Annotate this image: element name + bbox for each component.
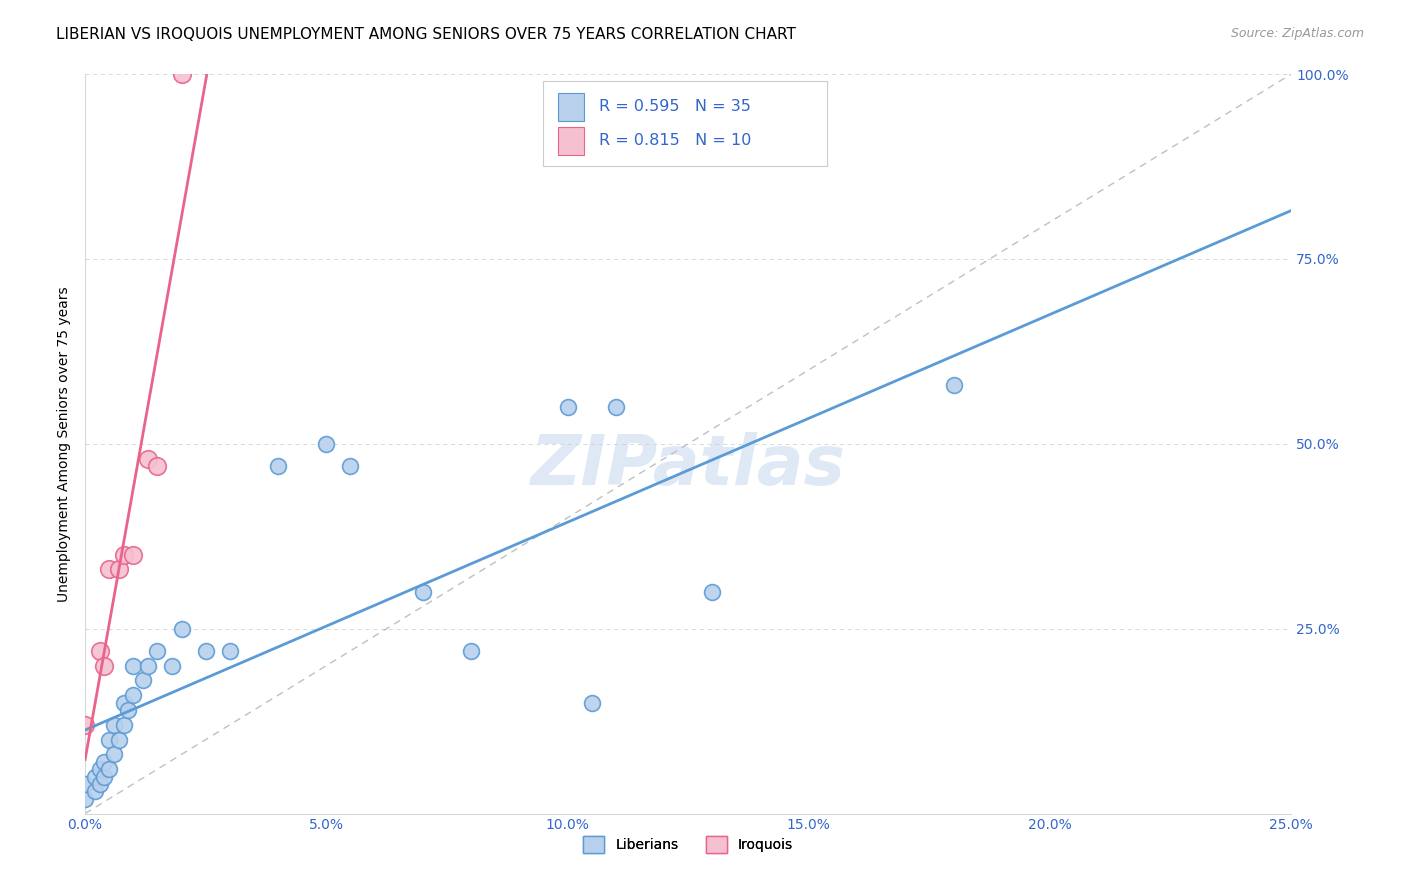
Point bbox=[132, 673, 155, 688]
Text: R = 0.815   N = 10: R = 0.815 N = 10 bbox=[599, 133, 751, 148]
Point bbox=[75, 718, 97, 732]
Point bbox=[160, 658, 183, 673]
Text: R = 0.595   N = 35: R = 0.595 N = 35 bbox=[599, 99, 751, 114]
Bar bbox=[558, 127, 585, 154]
Point bbox=[83, 784, 105, 798]
Point bbox=[122, 548, 145, 562]
Point bbox=[89, 644, 111, 658]
Point bbox=[98, 732, 121, 747]
Point bbox=[146, 458, 169, 473]
Point bbox=[315, 437, 337, 451]
Legend: Liberians, Iroquois: Liberians, Iroquois bbox=[578, 830, 799, 858]
Point bbox=[83, 770, 105, 784]
Point bbox=[93, 770, 115, 784]
Point bbox=[108, 732, 131, 747]
Point bbox=[339, 458, 361, 473]
Point bbox=[557, 400, 579, 414]
Point bbox=[103, 747, 125, 762]
Point bbox=[98, 562, 121, 576]
Point bbox=[103, 718, 125, 732]
Point bbox=[122, 688, 145, 702]
Point bbox=[267, 458, 290, 473]
Point bbox=[194, 644, 217, 658]
Point bbox=[93, 755, 115, 769]
Point bbox=[136, 658, 159, 673]
Text: LIBERIAN VS IROQUOIS UNEMPLOYMENT AMONG SENIORS OVER 75 YEARS CORRELATION CHART: LIBERIAN VS IROQUOIS UNEMPLOYMENT AMONG … bbox=[56, 27, 796, 42]
Text: Source: ZipAtlas.com: Source: ZipAtlas.com bbox=[1230, 27, 1364, 40]
Point bbox=[412, 584, 434, 599]
Point bbox=[117, 703, 139, 717]
Point bbox=[170, 622, 193, 636]
Point bbox=[581, 696, 603, 710]
Point bbox=[605, 400, 627, 414]
Point bbox=[112, 696, 135, 710]
Point bbox=[75, 777, 97, 791]
Point bbox=[460, 644, 482, 658]
Point bbox=[170, 67, 193, 81]
Point bbox=[136, 451, 159, 466]
Point bbox=[218, 644, 240, 658]
Point bbox=[89, 762, 111, 776]
Point bbox=[93, 658, 115, 673]
Point bbox=[146, 644, 169, 658]
Point bbox=[89, 777, 111, 791]
FancyBboxPatch shape bbox=[544, 81, 827, 167]
Y-axis label: Unemployment Among Seniors over 75 years: Unemployment Among Seniors over 75 years bbox=[58, 286, 72, 601]
Point bbox=[108, 562, 131, 576]
Point bbox=[75, 791, 97, 805]
Bar bbox=[558, 93, 585, 120]
Text: ZIPatlas: ZIPatlas bbox=[530, 433, 845, 500]
Point bbox=[98, 762, 121, 776]
Point bbox=[942, 377, 965, 392]
Point bbox=[702, 584, 724, 599]
Point bbox=[122, 658, 145, 673]
Point bbox=[112, 548, 135, 562]
Point bbox=[112, 718, 135, 732]
